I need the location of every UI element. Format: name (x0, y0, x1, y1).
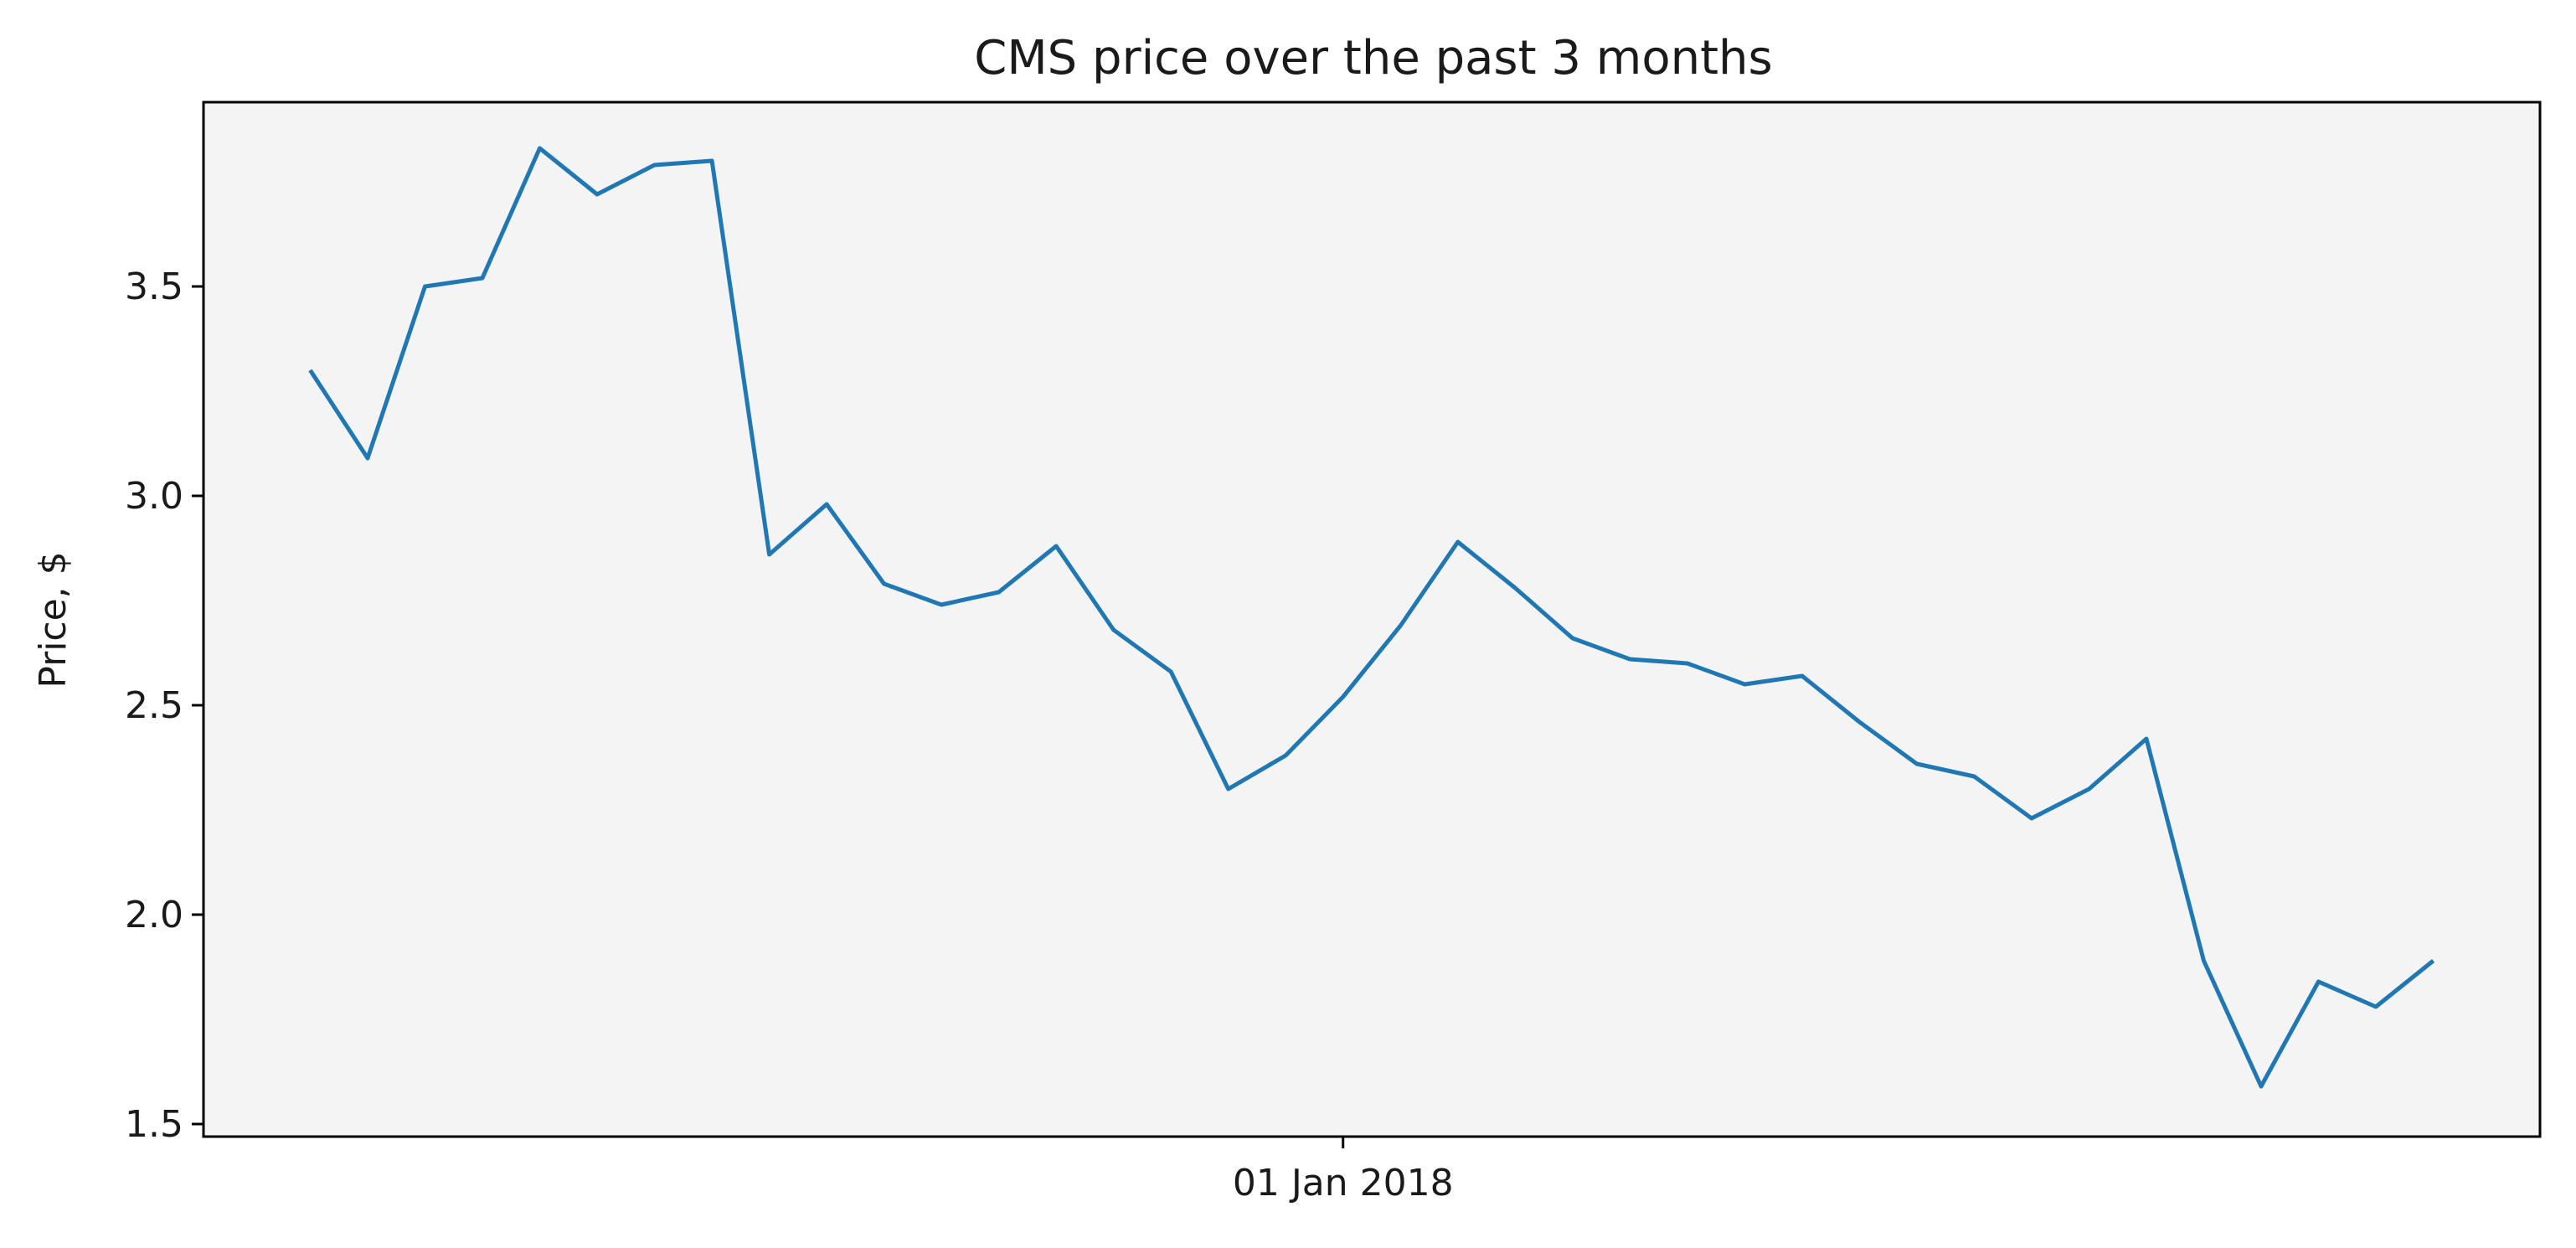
y-tick-label: 3.0 (125, 475, 183, 518)
y-tick-label: 3.5 (125, 266, 183, 308)
series-layer (308, 146, 2435, 1089)
y-tick-label: 2.0 (125, 894, 183, 936)
y-axis: 1.5 2.0 2.5 3.0 3.5 (125, 266, 204, 1146)
plot-frame (202, 101, 2542, 1138)
y-tick-label: 1.5 (125, 1103, 183, 1146)
plot-area (204, 102, 2540, 1137)
series-line (308, 146, 2435, 1089)
x-tick-label: 01 Jan 2018 (1233, 1162, 1454, 1204)
chart-title: CMS price over the past 3 months (974, 31, 1772, 85)
y-axis-label: Price, $ (32, 551, 75, 688)
y-tick-label: 2.5 (125, 684, 183, 727)
x-axis: 01 Jan 2018 (1233, 1137, 1454, 1204)
